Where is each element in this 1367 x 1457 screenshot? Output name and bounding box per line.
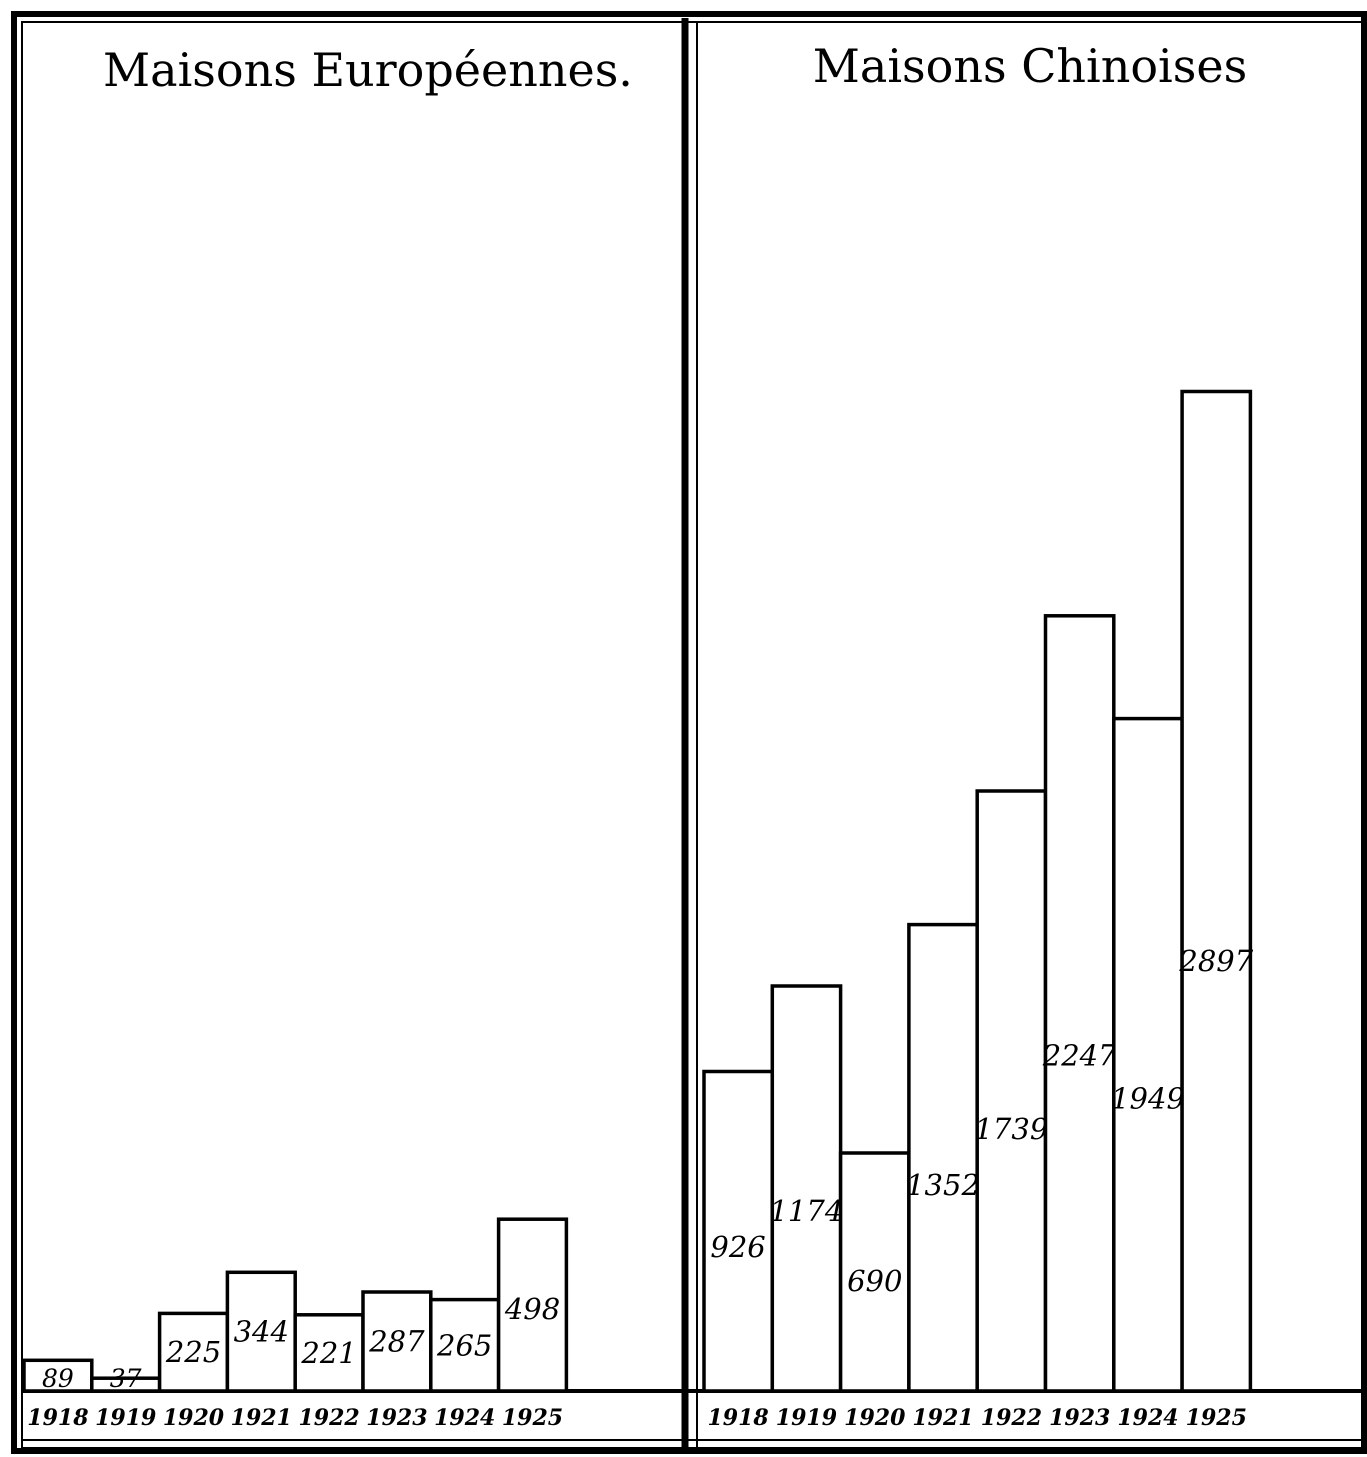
chn-value-label-1918: 926 — [710, 1230, 765, 1264]
eur-tick-label-1919: 1919 — [95, 1405, 156, 1431]
eur-value-label-1919: 37 — [110, 1364, 142, 1393]
chn-tick-label-1922: 1922 — [981, 1405, 1042, 1431]
eur-tick-label-1920: 1920 — [163, 1405, 225, 1431]
eur-value-label-1920: 225 — [165, 1335, 221, 1369]
chn-bar-1918 — [702, 1069, 775, 1393]
panel-europeennes: 89 1918 37 1919 225 1920 344 1921 221 1922 287 1923… — [22, 1217, 569, 1431]
eur-tick-label-1918: 1918 — [27, 1405, 88, 1431]
chn-value-label-1920: 690 — [847, 1264, 902, 1298]
chn-value-label-1921: 1352 — [906, 1168, 980, 1202]
chn-value-label-1925: 2897 — [1178, 944, 1253, 978]
outer-frame — [11, 11, 1367, 1454]
chn-bar-1919 — [770, 984, 843, 1393]
eur-bar-1925 — [496, 1217, 569, 1393]
chart-title-europeennes: Maisons Européennes. — [103, 43, 633, 97]
chn-value-label-1922: 1739 — [974, 1112, 1048, 1146]
chart-title-chinoises: Maisons Chinoises — [813, 39, 1247, 93]
eur-value-label-1921: 344 — [234, 1315, 289, 1349]
chn-value-label-1924: 1949 — [1111, 1082, 1185, 1116]
chn-bar-1925 — [1180, 389, 1253, 1393]
eur-tick-label-1922: 1922 — [298, 1405, 359, 1431]
eur-tick-label-1921: 1921 — [231, 1405, 292, 1431]
eur-value-label-1922: 221 — [300, 1336, 356, 1370]
chn-tick-label-1925: 1925 — [1186, 1405, 1247, 1431]
chn-bar-1924 — [1112, 716, 1184, 1393]
chn-tick-label-1920: 1920 — [844, 1405, 906, 1431]
eur-tick-label-1923: 1923 — [366, 1405, 427, 1431]
chn-bar-1920 — [838, 1151, 911, 1393]
chn-tick-label-1924: 1924 — [1117, 1405, 1178, 1431]
chn-tick-label-1919: 1919 — [776, 1405, 837, 1431]
eur-tick-label-1925: 1925 — [502, 1405, 563, 1431]
chn-bar-1923 — [1043, 614, 1116, 1393]
chn-value-label-1919: 1174 — [769, 1194, 843, 1228]
chn-tick-label-1918: 1918 — [707, 1405, 768, 1431]
chn-value-label-1923: 2247 — [1042, 1038, 1117, 1072]
chn-tick-label-1921: 1921 — [912, 1405, 973, 1431]
inner-frame — [21, 21, 1363, 1449]
eur-value-label-1918: 89 — [42, 1364, 74, 1393]
eur-value-label-1925: 498 — [504, 1292, 560, 1326]
eur-tick-label-1924: 1924 — [434, 1405, 495, 1431]
panel-chinoises: 926 1918 1174 1919 690 1920 1352 1921 1739 1922 22… — [702, 389, 1254, 1431]
chn-bar-1921 — [907, 922, 979, 1393]
eur-value-label-1924: 265 — [436, 1328, 492, 1362]
chn-bar-1922 — [975, 789, 1048, 1393]
eur-value-label-1923: 287 — [368, 1325, 425, 1359]
eur-bar-1918 — [22, 1358, 94, 1393]
chn-tick-label-1923: 1923 — [1049, 1405, 1110, 1431]
